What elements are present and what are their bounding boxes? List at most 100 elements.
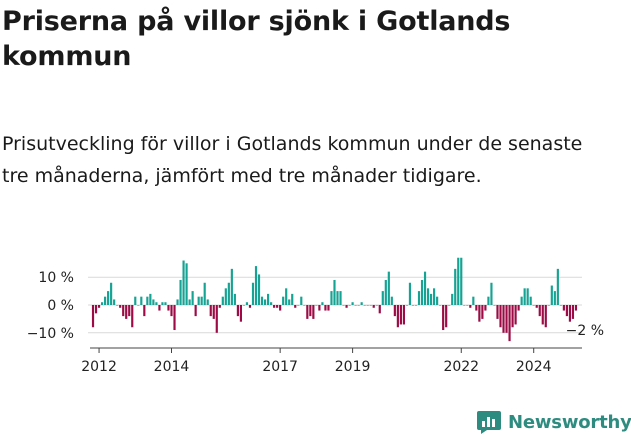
bar: [484, 305, 487, 311]
bar: [502, 305, 505, 333]
bar: [439, 305, 442, 306]
bar: [562, 305, 565, 311]
bar: [321, 302, 324, 305]
bar: [221, 296, 224, 305]
x-axis: 2012 2014 2017 2019 2022 2024: [81, 347, 582, 375]
bar: [535, 305, 538, 308]
bar: [200, 296, 203, 305]
bar: [574, 305, 578, 311]
bar: [131, 305, 134, 328]
bar: [420, 279, 424, 305]
bar: [445, 305, 448, 328]
bar: [475, 305, 478, 311]
bar: [529, 296, 532, 305]
bar: [396, 305, 399, 328]
bar: [236, 305, 239, 317]
bar: [375, 305, 378, 306]
bar: [291, 293, 294, 305]
bar: [481, 305, 484, 319]
bar: [511, 305, 514, 328]
bar: [496, 305, 499, 319]
end-value-label: −2 %: [566, 323, 604, 339]
bar: [182, 260, 185, 305]
bar: [544, 305, 547, 328]
bar: [146, 296, 149, 305]
bar: [215, 305, 218, 333]
bar: [155, 302, 158, 305]
bar: [436, 296, 439, 305]
x-tick-label: 2012: [81, 359, 117, 375]
bar: [487, 296, 490, 305]
bar: [372, 305, 375, 308]
bar: [110, 282, 113, 305]
bar: [402, 305, 405, 325]
bar: [245, 302, 249, 305]
bar-chart: 2012 2014 2017 2019 2022 2024 10 % 0 % −10 % −2…: [27, 257, 604, 375]
bar: [164, 302, 167, 305]
bar: [366, 305, 369, 306]
bar: [514, 305, 517, 325]
bar: [203, 282, 206, 305]
bar: [122, 305, 125, 317]
bar: [508, 305, 511, 342]
bar: [351, 302, 354, 305]
x-tick-label: 2017: [262, 359, 298, 375]
bar: [523, 288, 526, 305]
bar: [553, 291, 556, 305]
bar: [505, 305, 508, 333]
bar: [318, 305, 321, 311]
bar: [119, 305, 122, 308]
chart-title: Priserna på villor sjönk i Gotlands komm…: [2, 6, 511, 72]
bar: [134, 296, 137, 305]
bar: [378, 305, 381, 314]
bar: [381, 291, 384, 305]
bar: [463, 305, 466, 306]
bar: [94, 305, 98, 314]
y-tick-label: 10 %: [38, 270, 74, 286]
bar: [270, 302, 273, 305]
bar: [369, 305, 372, 306]
bar: [324, 305, 327, 311]
bar: [414, 305, 418, 306]
bar: [158, 305, 161, 311]
bar: [472, 296, 475, 305]
bar: [167, 305, 170, 311]
bar: [137, 305, 140, 306]
bar: [384, 279, 387, 305]
bar: [239, 305, 242, 322]
bar: [152, 299, 155, 305]
x-tick-label: 2014: [154, 359, 190, 375]
bar: [254, 266, 258, 305]
bar: [251, 282, 255, 305]
bar: [345, 305, 348, 308]
bar: [547, 305, 550, 306]
brand-name: Newsworthy: [508, 411, 631, 433]
bar: [257, 274, 261, 305]
y-tick-label: −10 %: [27, 326, 74, 342]
bar: [309, 305, 312, 317]
bar: [357, 305, 360, 306]
bar: [390, 296, 393, 305]
bar: [224, 288, 227, 305]
bar: [490, 282, 493, 305]
bar: [188, 299, 191, 305]
bar: [348, 305, 351, 306]
bar: [405, 305, 409, 306]
bar: [297, 305, 300, 306]
bar: [469, 305, 472, 308]
bar: [176, 299, 179, 305]
chart-subtitle: Prisutveckling för villor i Gotlands kom…: [2, 133, 583, 187]
bar: [460, 257, 463, 305]
bar: [230, 268, 233, 305]
bar: [550, 285, 553, 305]
bar: [116, 305, 119, 306]
bar: [466, 305, 469, 306]
bar: [478, 305, 481, 322]
bar: [339, 291, 342, 305]
bars: [91, 257, 578, 342]
bar: [312, 305, 315, 319]
bar: [197, 296, 200, 305]
bar: [454, 268, 457, 305]
bar: [209, 305, 212, 317]
bar: [279, 305, 282, 311]
